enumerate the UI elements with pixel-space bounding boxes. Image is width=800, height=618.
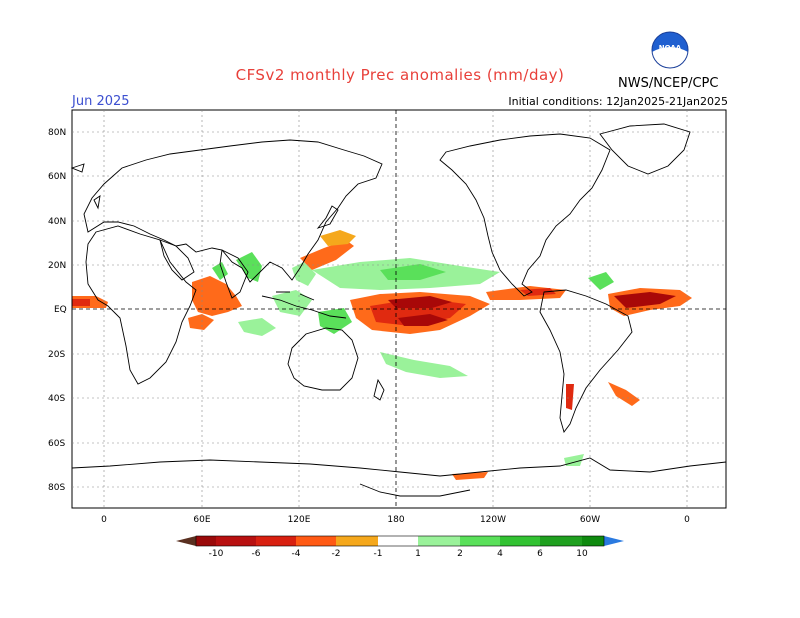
agency-label: NWS/NCEP/CPC bbox=[618, 76, 719, 91]
anomaly-patch bbox=[300, 240, 354, 270]
anomaly-shading bbox=[72, 230, 692, 480]
anomaly-patch bbox=[380, 352, 468, 378]
lon-tick-label: 120W bbox=[480, 515, 506, 525]
south-america-outline bbox=[539, 289, 633, 433]
lon-tick-label: 0 bbox=[101, 515, 107, 525]
lat-tick-label: 80N bbox=[48, 128, 66, 138]
british-isles-outline bbox=[70, 163, 101, 210]
colorbar-label: 6 bbox=[537, 549, 543, 559]
colorbar-swatch bbox=[540, 536, 582, 546]
colorbar-label: 10 bbox=[576, 549, 588, 559]
colorbar-label: -6 bbox=[252, 549, 261, 559]
svg-text:NOAA: NOAA bbox=[659, 44, 682, 52]
indonesia-outline bbox=[261, 291, 347, 319]
colorbar-swatch bbox=[216, 536, 256, 546]
lat-tick-label: 20N bbox=[48, 261, 66, 271]
colorbar-label: 4 bbox=[497, 549, 503, 559]
arabia-outline bbox=[159, 239, 195, 281]
colorbar-swatch bbox=[256, 536, 296, 546]
colorbar-label: -10 bbox=[209, 549, 224, 559]
anomaly-patch bbox=[72, 299, 90, 306]
graticule bbox=[72, 110, 726, 508]
antarctica-outline bbox=[71, 457, 727, 477]
lon-labels: 0 60E 120E 180 120W 60W 0 bbox=[101, 515, 690, 525]
lat-tick-label: 80S bbox=[48, 483, 65, 493]
colorbar-swatch bbox=[418, 536, 460, 546]
new-zealand-outline bbox=[373, 378, 385, 401]
initial-conditions: Initial conditions: 12Jan2025-21Jan2025 bbox=[508, 95, 728, 108]
anomaly-patch bbox=[564, 454, 584, 466]
colorbar-swatch bbox=[176, 536, 196, 546]
north-america-outline bbox=[439, 133, 611, 297]
colorbar-swatch bbox=[296, 536, 336, 546]
colorbar-label: 2 bbox=[457, 549, 463, 559]
anomaly-patch bbox=[614, 292, 676, 308]
colorbar: -10 -6 -4 -2 -1 1 2 4 6 10 bbox=[176, 535, 624, 559]
australia-outline bbox=[287, 327, 359, 391]
anomaly-patch bbox=[608, 382, 640, 406]
lon-tick-label: 180 bbox=[387, 515, 404, 525]
anomaly-patch bbox=[238, 318, 276, 336]
lat-tick-label: EQ bbox=[54, 305, 67, 315]
anomaly-patch bbox=[318, 308, 352, 334]
antarctica-coast bbox=[359, 483, 471, 497]
anomaly-patch bbox=[566, 384, 574, 410]
forecast-month: Jun 2025 bbox=[72, 94, 130, 109]
eurasia-outline bbox=[83, 139, 383, 283]
coastlines bbox=[70, 123, 727, 497]
colorbar-swatch bbox=[378, 536, 418, 546]
africa-outline bbox=[85, 225, 197, 385]
anomaly-patch bbox=[272, 290, 312, 316]
lon-tick-label: 120E bbox=[288, 515, 311, 525]
colorbar-label: -1 bbox=[374, 549, 383, 559]
lat-tick-label: 40N bbox=[48, 217, 66, 227]
map-title: CFSv2 monthly Prec anomalies (mm/day) bbox=[235, 66, 565, 84]
colorbar-swatch bbox=[336, 536, 378, 546]
noaa-logo: NOAA bbox=[651, 31, 689, 70]
lat-tick-label: 40S bbox=[48, 394, 65, 404]
india-outline bbox=[219, 249, 249, 299]
colorbar-swatch bbox=[196, 536, 216, 546]
lat-tick-label: 60N bbox=[48, 172, 66, 182]
colorbar-swatch bbox=[582, 536, 604, 546]
colorbar-swatch bbox=[460, 536, 500, 546]
colorbar-label: -2 bbox=[332, 549, 341, 559]
colorbar-swatch bbox=[604, 536, 624, 546]
lon-tick-label: 60W bbox=[580, 515, 600, 525]
anomaly-patch bbox=[588, 272, 614, 290]
colorbar-label: 1 bbox=[415, 549, 421, 559]
anomaly-patch bbox=[236, 252, 262, 282]
greenland-outline bbox=[599, 123, 691, 175]
anomaly-patch bbox=[398, 314, 448, 326]
anomaly-patch bbox=[188, 314, 214, 330]
lon-tick-label: 0 bbox=[684, 515, 690, 525]
lat-labels: 80N 60N 40N 20N EQ 20S 40S 60S 80S bbox=[48, 128, 67, 493]
anomaly-patch bbox=[380, 264, 446, 280]
lon-tick-label: 60E bbox=[193, 515, 210, 525]
anomaly-patch bbox=[388, 296, 452, 308]
japan-outline bbox=[316, 205, 339, 229]
lat-tick-label: 60S bbox=[48, 439, 65, 449]
colorbar-swatch bbox=[500, 536, 540, 546]
colorbar-label: -4 bbox=[292, 549, 301, 559]
anomaly-patch bbox=[192, 276, 242, 316]
anomaly-patch bbox=[320, 230, 356, 246]
lat-tick-label: 20S bbox=[48, 350, 65, 360]
